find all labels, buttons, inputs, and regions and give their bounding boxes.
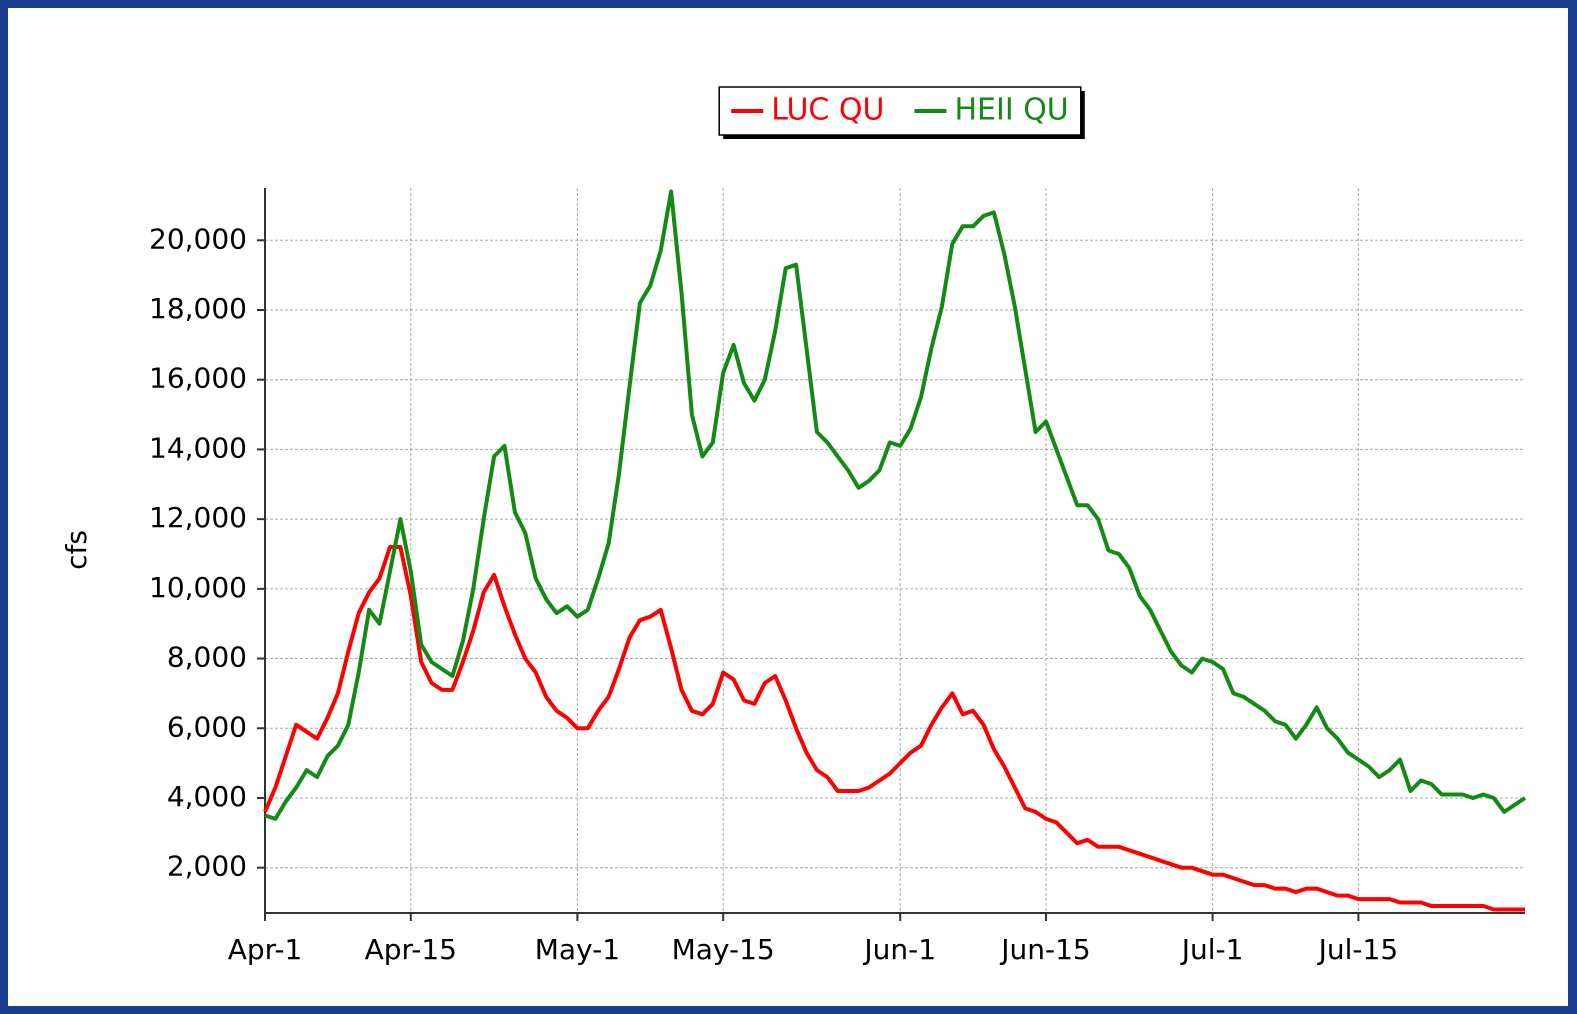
chart-background xyxy=(8,8,1568,1006)
series-line xyxy=(264,189,1527,821)
legend: LUC QU HEII QU xyxy=(718,86,1085,139)
x-tick-label: May-15 xyxy=(672,933,775,966)
y-tick-label: 10,000 xyxy=(149,571,247,604)
legend-label: HEII QU xyxy=(954,93,1068,128)
x-tick-label: Jun-15 xyxy=(999,933,1090,966)
legend-label: LUC QU xyxy=(771,93,884,128)
x-tick-label: May-1 xyxy=(535,933,620,966)
y-tick-label: 8,000 xyxy=(167,641,247,674)
series-line xyxy=(263,545,1525,912)
y-tick-label: 2,000 xyxy=(167,850,247,883)
y-tick-label: 4,000 xyxy=(167,780,247,813)
x-tick-label: Jul-1 xyxy=(1180,933,1244,966)
y-tick-label: 16,000 xyxy=(149,362,247,395)
y-axis-label: cfs xyxy=(60,530,93,570)
x-tick-label: Apr-15 xyxy=(365,933,457,966)
x-tick-label: Apr-1 xyxy=(228,933,303,966)
y-tick-label: 6,000 xyxy=(167,710,247,743)
legend-box xyxy=(718,86,1082,136)
y-tick-label: 20,000 xyxy=(149,222,247,255)
x-tick-label: Jun-1 xyxy=(862,933,936,966)
legend-item: HEII QU xyxy=(914,93,1069,128)
legend-item: LUC QU xyxy=(731,93,884,128)
y-tick-label: 18,000 xyxy=(149,292,247,325)
x-tick-label: Jul-15 xyxy=(1317,933,1399,966)
y-tick-label: 14,000 xyxy=(149,431,247,464)
y-tick-label: 12,000 xyxy=(149,501,247,534)
